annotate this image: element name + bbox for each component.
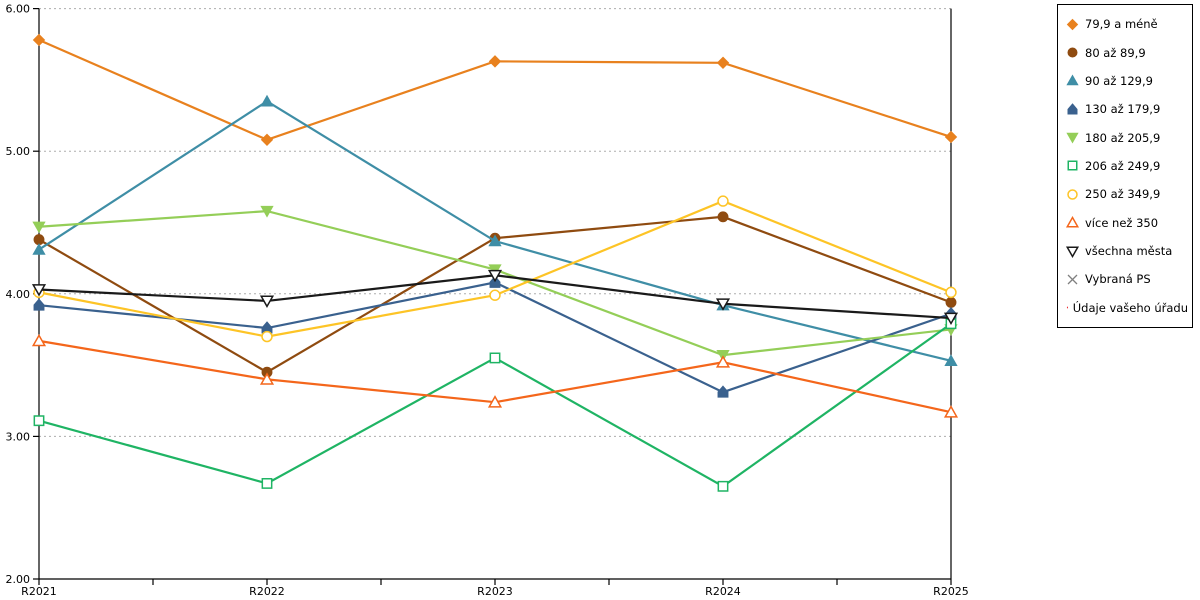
x-marker-icon (1067, 274, 1078, 285)
x-category-label: R2022 (249, 585, 285, 598)
triangle-down-marker-icon (1066, 132, 1079, 144)
circle-marker-icon (717, 195, 729, 207)
legend-item-250-a-349-9: 250 až 349,9 (1065, 181, 1188, 207)
series-v-ce-ne-350 (31, 333, 959, 418)
pentagon-marker-icon (717, 385, 729, 398)
series-line (38, 38, 952, 141)
legend-marker (1067, 274, 1078, 285)
square-marker-icon (489, 352, 501, 364)
x-category-label: R2024 (705, 585, 741, 598)
triangle-up-marker-icon (1066, 74, 1079, 86)
legend-item-label: 130 až 179,9 (1085, 102, 1161, 117)
triangle-down-marker-icon (1065, 246, 1080, 258)
legend-marker (1067, 102, 1078, 115)
legend-item--daje-va-eho-adu: Údaje vašeho úřadu (1065, 295, 1188, 321)
legend-item-label: více než 350 (1085, 215, 1159, 230)
legend-marker (1067, 160, 1078, 171)
x-category-label: R2021 (21, 585, 57, 598)
legend-item-130-a-179-9: 130 až 179,9 (1065, 96, 1188, 122)
triangle-down-marker-icon (715, 298, 731, 311)
triangle-down-marker-icon (32, 221, 46, 234)
square-marker-icon (33, 415, 45, 427)
triangle-down-marker-icon (260, 205, 274, 218)
triangle-up-marker-icon (488, 234, 502, 247)
circle-marker-icon (261, 330, 273, 343)
circle-marker-icon (489, 289, 501, 301)
legend-item-v-echna-m-sta: všechna města (1065, 238, 1188, 264)
triangle-up-marker-icon (32, 243, 46, 255)
legend-item-label: 180 až 205,9 (1085, 130, 1161, 145)
legend-marker (1067, 47, 1078, 58)
legend-item-label: Údaje vašeho úřadu (1072, 300, 1188, 315)
pentagon-marker-icon (1067, 102, 1078, 115)
diamond-marker-icon (1066, 18, 1079, 30)
legend-marker (1065, 246, 1080, 258)
legend-item-v-ce-ne-350: více než 350 (1065, 210, 1188, 236)
diamond-marker-icon (716, 56, 730, 69)
triangle-up-marker-icon (943, 405, 959, 418)
diamond-marker-icon (32, 33, 46, 47)
series-v-echna-m-sta (31, 269, 959, 326)
y-tick-label: 6.00 (6, 3, 31, 16)
triangle-down-marker-icon (31, 284, 47, 297)
series-79-9-a-m-n- (32, 33, 958, 146)
legend-item-vybran-ps: Vybraná PS (1065, 266, 1188, 292)
circle-marker-icon (945, 296, 957, 308)
legend-item-label: 90 až 129,9 (1085, 73, 1153, 88)
legend-marker (1066, 132, 1079, 144)
series-90-a-129-9 (32, 94, 958, 366)
y-tick-label: 3.00 (6, 430, 31, 443)
x-category-label: R2025 (933, 585, 969, 598)
legend-marker (1066, 306, 1068, 309)
x-category-label: R2023 (477, 585, 513, 598)
circle-marker-icon (33, 234, 45, 246)
triangle-down-marker-icon (487, 269, 503, 283)
legend-marker (1066, 18, 1079, 30)
legend-item-label: všechna města (1085, 244, 1173, 259)
triangle-up-marker-icon (31, 333, 47, 347)
legend-marker (1065, 216, 1080, 228)
y-tick-label: 2.00 (6, 573, 31, 586)
circle-marker-icon (945, 286, 957, 299)
square-marker-icon (261, 478, 273, 489)
chart-legend: 79,9 a méně 80 až 89,9 90 až 129,9 130 až 1… (1057, 4, 1193, 328)
triangle-up-marker-icon (715, 355, 731, 368)
legend-item-180-a-205-9: 180 až 205,9 (1065, 125, 1188, 151)
legend-item-79-9-a-m-n-: 79,9 a méně (1065, 11, 1188, 37)
diamond-marker-icon (944, 130, 958, 144)
legend-marker (1067, 189, 1078, 200)
circle-marker-icon (717, 211, 729, 223)
square-marker-icon (1067, 160, 1078, 171)
series-250-a-349-9 (33, 195, 957, 343)
legend-item-label: 250 až 349,9 (1085, 187, 1161, 202)
legend-item-label: 80 až 89,9 (1085, 45, 1146, 60)
legend-item-label: 79,9 a méně (1085, 17, 1158, 32)
triangle-down-marker-icon (943, 312, 959, 326)
series-206-a-249-9 (33, 318, 957, 492)
y-tick-label: 4.00 (6, 288, 31, 301)
triangle-up-marker-icon (944, 354, 958, 366)
series-line (38, 99, 952, 362)
legend-item-80-a-89-9: 80 až 89,9 (1065, 40, 1188, 66)
diamond-marker-icon (260, 133, 274, 146)
legend-item-label: Vybraná PS (1085, 272, 1151, 287)
legend-item-label: 206 až 249,9 (1085, 158, 1161, 173)
triangle-up-marker-icon (487, 395, 503, 408)
triangle-up-marker-icon (1065, 216, 1080, 228)
legend-item-206-a-249-9: 206 až 249,9 (1065, 153, 1188, 179)
y-tick-label: 5.00 (6, 145, 31, 158)
series-180-a-205-9 (32, 205, 958, 362)
triangle-up-marker-icon (259, 372, 275, 385)
legend-marker (1066, 74, 1079, 86)
circle-marker-icon (1067, 189, 1078, 200)
pentagon-marker-icon (33, 298, 45, 311)
triangle-down-marker-icon (259, 295, 275, 308)
diamond-marker-icon (488, 55, 502, 68)
triangle-up-marker-icon (260, 94, 274, 107)
legend-item-90-a-129-9: 90 až 129,9 (1065, 68, 1188, 94)
square-marker-icon (717, 480, 729, 492)
circle-marker-icon (1067, 47, 1078, 58)
